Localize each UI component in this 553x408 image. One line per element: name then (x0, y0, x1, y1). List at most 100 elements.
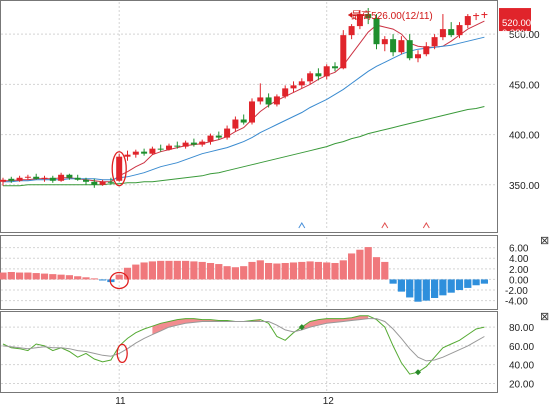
moving-average-lines (3, 20, 485, 187)
candle (41, 175, 48, 182)
candle-body (58, 174, 65, 181)
kd-panel-close-button[interactable]: ⊠ (540, 311, 549, 323)
candle-body (74, 177, 81, 180)
macd-bar (480, 279, 488, 284)
last-price-badge: 520.00 0.38% (499, 8, 531, 39)
candle-body (141, 151, 148, 154)
kd-panel-frame (0, 311, 498, 393)
macd-ytick-label: 2.00 (509, 265, 529, 276)
macd-bar (372, 257, 381, 280)
candle-body (448, 29, 455, 36)
candle (74, 174, 81, 181)
candle (348, 24, 355, 40)
macd-bar (339, 260, 347, 280)
candle-body (207, 135, 214, 142)
kd-cross-marker (298, 324, 305, 331)
macd-bar (248, 261, 256, 280)
candle-body (249, 101, 255, 123)
macd-bar (49, 274, 57, 280)
macd-bar (215, 264, 223, 280)
candle (464, 14, 471, 29)
kd-grid (1, 313, 497, 391)
candle (157, 144, 164, 152)
macd-bar (148, 261, 156, 280)
last-price-change: 0.38% (502, 28, 529, 39)
ma10-line (3, 36, 485, 183)
macd-bar (99, 279, 107, 281)
price-markers (298, 222, 430, 229)
candle (83, 177, 89, 185)
candle-body (439, 29, 446, 38)
candle-body (332, 66, 338, 69)
macd-bar (447, 279, 455, 293)
macd-bar (364, 247, 372, 280)
candle-body (215, 135, 222, 138)
candle (282, 85, 289, 99)
candle-body (381, 39, 388, 45)
macd-panel-close-button[interactable]: ⊠ (540, 235, 549, 247)
candle (149, 146, 156, 155)
candle-body (340, 35, 347, 69)
macd-bar (173, 260, 181, 280)
candle-body (415, 54, 421, 59)
macd-bar (472, 279, 480, 286)
kd-cross-marker (415, 369, 421, 376)
candle-body (265, 97, 272, 105)
ma5-line (3, 20, 485, 183)
macd-bar (198, 261, 206, 280)
macd-bar (16, 272, 24, 280)
macd-bar (57, 274, 65, 280)
last-price-value: 520.00 (502, 18, 531, 29)
candle-body (24, 176, 31, 178)
macd-ytick-label: -2.00 (505, 286, 528, 297)
candle (323, 64, 330, 80)
kd-ytick-label: 40.00 (509, 361, 534, 372)
candle-body (224, 128, 231, 138)
candle-body (323, 66, 330, 77)
candle-body (166, 145, 172, 150)
macd-bar (165, 260, 173, 280)
macd-bar (281, 262, 289, 280)
macd-bar (298, 261, 306, 280)
macd-ytick-label: -4.00 (505, 297, 528, 308)
candle (116, 153, 123, 182)
kd-lines (2, 315, 485, 376)
macd-bar (323, 262, 331, 280)
macd-bar (190, 261, 198, 280)
candle (456, 22, 463, 39)
candle-body (107, 181, 114, 183)
candle (356, 10, 363, 30)
candle-body (431, 37, 438, 47)
candle-body (423, 46, 430, 55)
macd-bar (65, 275, 73, 280)
price-ytick-label: 450.00 (509, 80, 540, 91)
macd-bar (7, 272, 15, 280)
candle-body (365, 14, 372, 19)
x-axis-labels: 11 12 (115, 396, 334, 407)
candle (232, 116, 239, 132)
x-tick-label: 12 (323, 396, 335, 407)
candle (91, 178, 98, 188)
candle (365, 8, 372, 25)
candle (249, 98, 255, 125)
candle-body (348, 26, 355, 36)
candle-body (390, 39, 397, 53)
candle (257, 83, 264, 105)
candle (58, 172, 65, 182)
candle-body (473, 15, 480, 17)
price-ytick-label: 400.00 (509, 131, 540, 142)
macd-bar (132, 264, 140, 280)
signal-triangle (298, 222, 306, 229)
candle-body (373, 18, 380, 45)
last-price-badge-box (499, 8, 531, 32)
macd-bar (397, 279, 405, 292)
macd-bar (223, 266, 231, 280)
candle (141, 148, 148, 156)
candle-body (240, 119, 247, 123)
macd-bar (123, 267, 132, 280)
macd-bar (265, 262, 273, 280)
candle-body (190, 142, 197, 145)
candle (373, 14, 380, 50)
kd-ytick-label: 20.00 (509, 379, 534, 390)
candle (406, 34, 413, 61)
